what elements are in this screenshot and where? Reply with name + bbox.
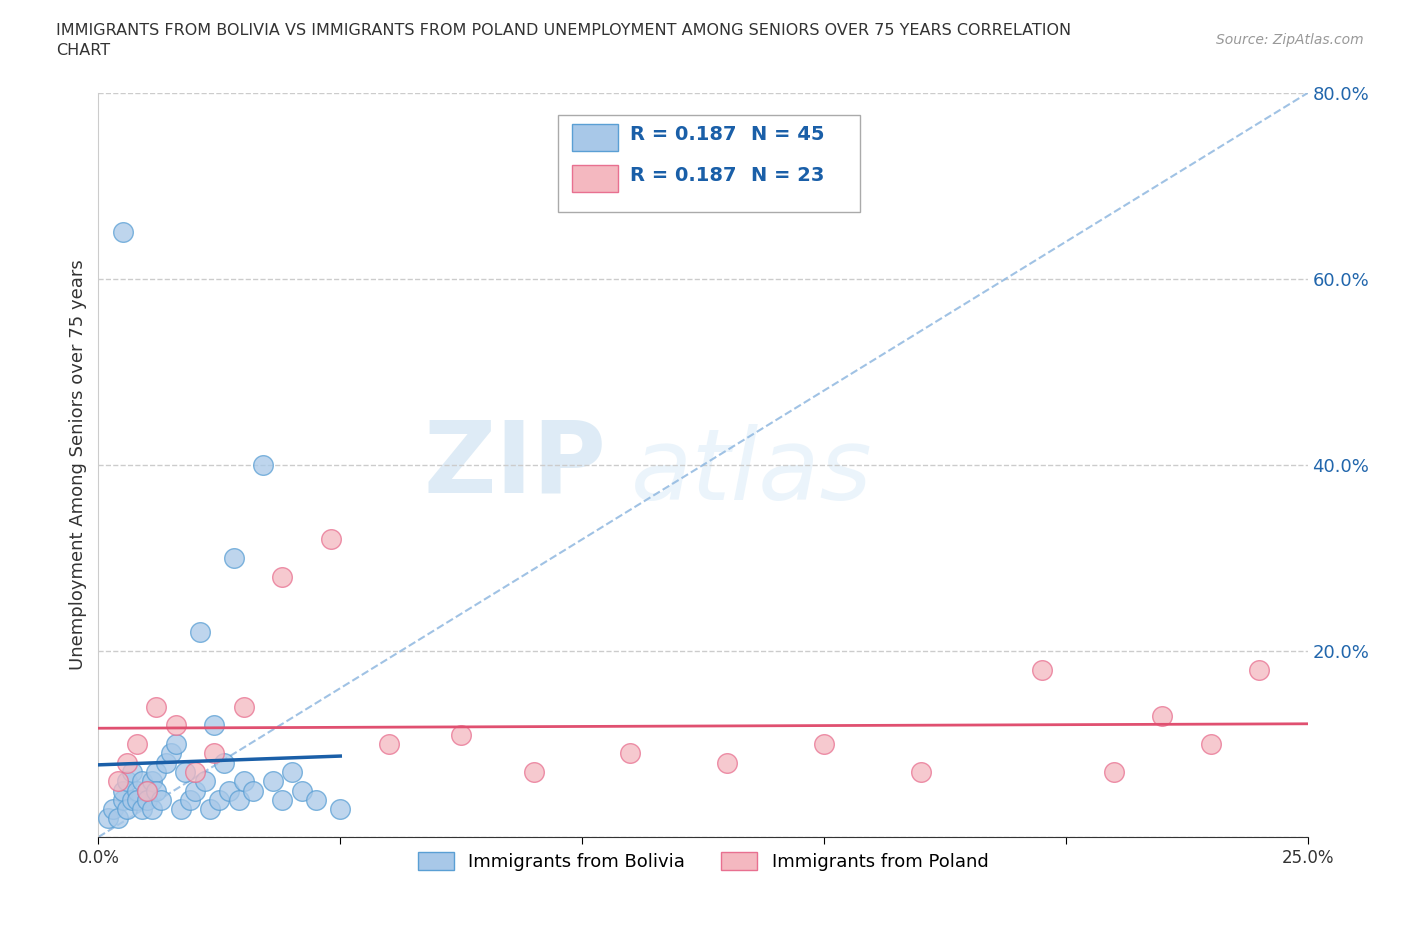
Point [145,699,167,714]
Text: N = 45: N = 45 [751,126,825,144]
Point [160,746,183,761]
FancyBboxPatch shape [572,166,619,192]
Point [450,727,472,742]
Point [127,737,149,751]
Point [135,792,157,807]
Point [204,746,226,761]
Text: Source: ZipAtlas.com: Source: ZipAtlas.com [1216,33,1364,46]
Point [218,783,240,798]
Y-axis label: Unemployment Among Seniors over 75 years: Unemployment Among Seniors over 75 years [69,259,87,671]
Text: N = 23: N = 23 [751,166,825,185]
Point [111,225,134,240]
Point [329,802,352,817]
Point [141,802,163,817]
Point [232,774,254,789]
Point [377,737,399,751]
Point [179,792,201,807]
Point [1031,662,1053,677]
Text: ZIP: ZIP [423,417,606,513]
Point [204,718,226,733]
Point [194,774,217,789]
Text: R = 0.187: R = 0.187 [630,166,737,185]
Point [242,783,264,798]
Point [319,532,342,547]
Point [145,764,167,779]
Point [1102,764,1125,779]
Point [111,783,134,798]
Point [271,792,294,807]
Text: atlas: atlas [630,424,872,521]
Point [135,783,157,798]
Point [107,774,129,789]
Point [619,746,641,761]
Point [222,551,245,565]
Point [290,783,312,798]
Point [117,755,139,770]
Point [101,802,124,817]
Point [165,718,187,733]
Point [252,458,274,472]
Point [174,764,197,779]
Point [271,569,294,584]
Point [198,802,221,817]
Point [813,737,835,751]
Point [150,792,173,807]
Point [910,764,932,779]
Text: IMMIGRANTS FROM BOLIVIA VS IMMIGRANTS FROM POLAND UNEMPLOYMENT AMONG SENIORS OVE: IMMIGRANTS FROM BOLIVIA VS IMMIGRANTS FR… [56,23,1071,58]
Point [305,792,328,807]
Point [97,811,120,826]
Point [121,792,143,807]
Point [169,802,191,817]
Point [523,764,546,779]
Point [117,802,139,817]
Point [145,783,167,798]
Point [212,755,235,770]
Point [184,783,207,798]
Point [135,783,157,798]
Point [232,699,254,714]
Point [107,811,129,826]
Point [155,755,177,770]
Point [131,774,153,789]
Point [165,737,187,751]
Point [131,802,153,817]
Point [1152,709,1174,724]
Point [228,792,250,807]
Point [262,774,284,789]
Point [141,774,163,789]
Point [716,755,738,770]
Point [1249,662,1271,677]
FancyBboxPatch shape [558,115,860,212]
Point [121,764,143,779]
FancyBboxPatch shape [572,125,619,151]
Point [111,792,134,807]
Point [184,764,207,779]
Point [281,764,304,779]
Point [127,792,149,807]
Point [117,774,139,789]
Point [208,792,231,807]
Point [188,625,211,640]
Text: R = 0.187: R = 0.187 [630,126,737,144]
Point [1199,737,1222,751]
Point [127,783,149,798]
Legend: Immigrants from Bolivia, Immigrants from Poland: Immigrants from Bolivia, Immigrants from… [409,843,997,880]
